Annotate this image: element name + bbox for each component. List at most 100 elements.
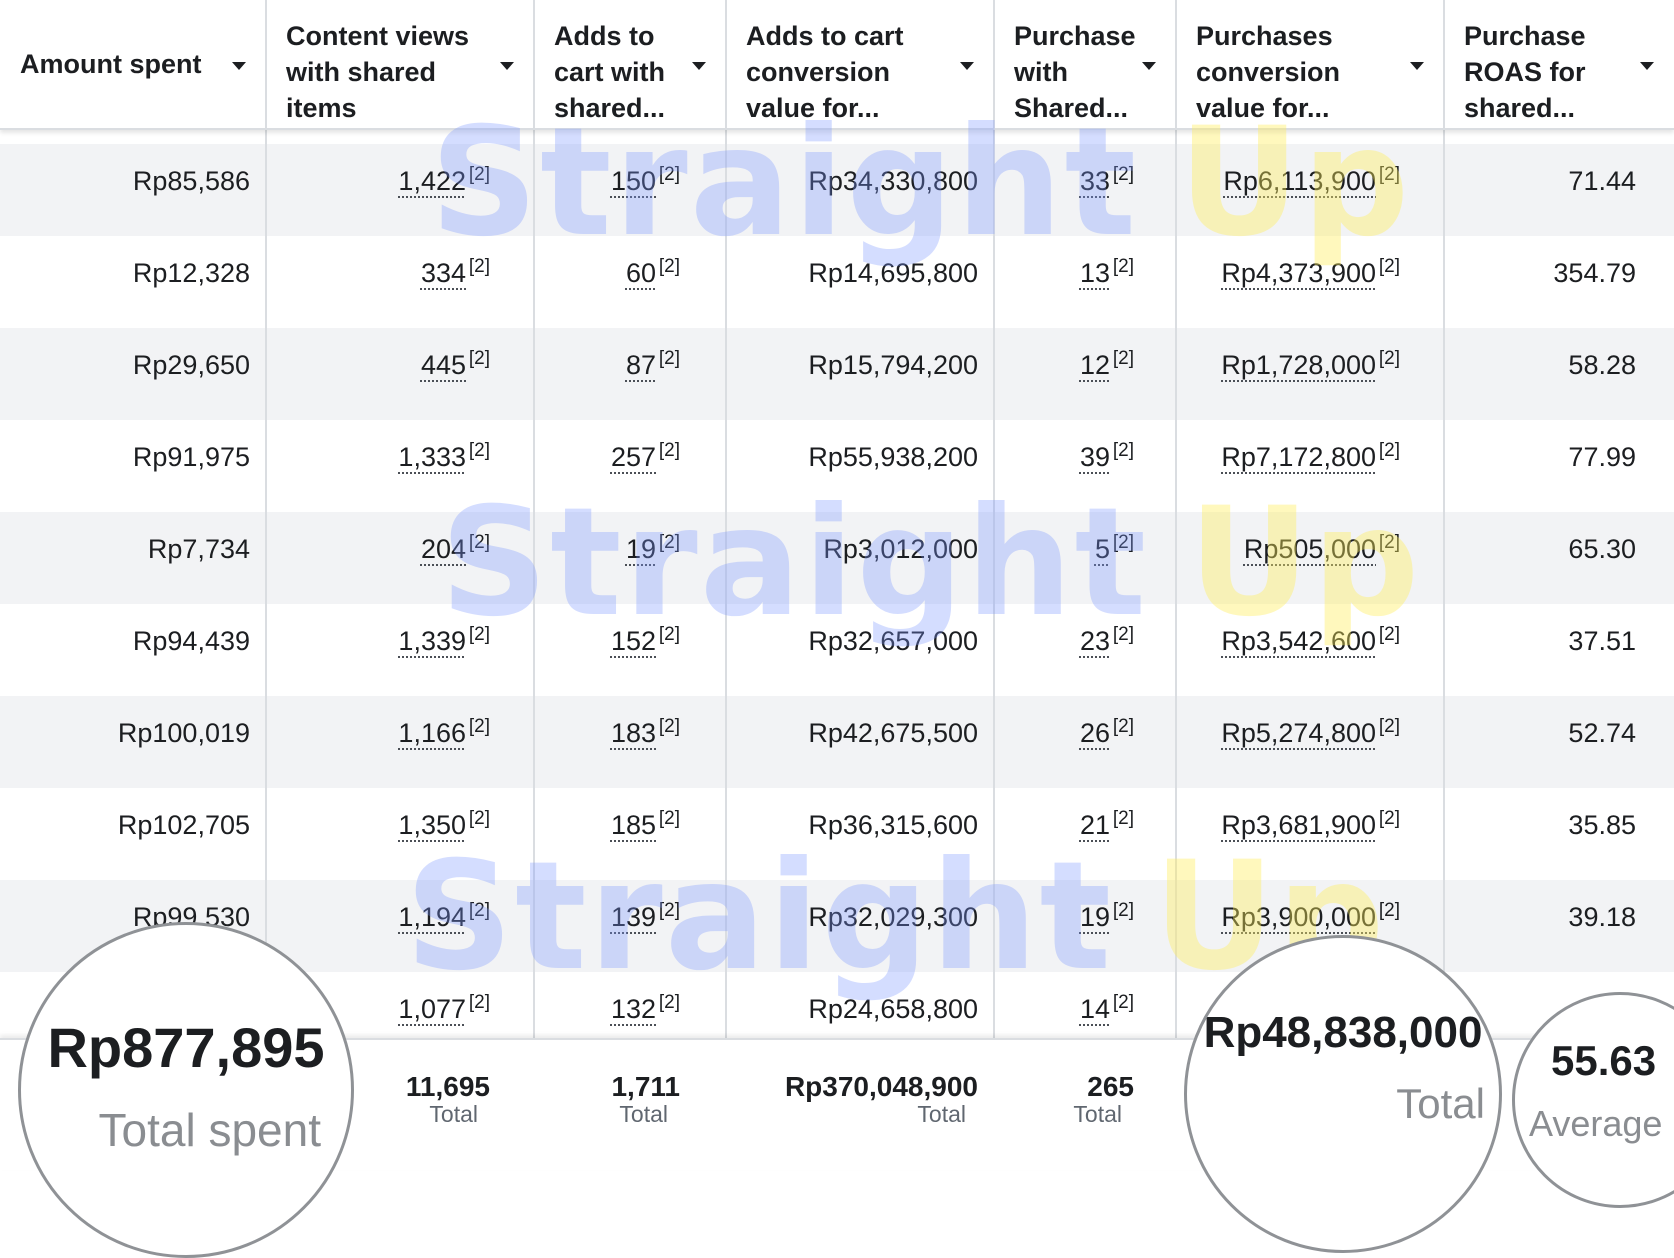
cell-views[interactable]: 1,350 — [398, 810, 466, 840]
header-divider — [725, 0, 727, 128]
cell-purch[interactable]: 39 — [1079, 442, 1110, 472]
cell-adds[interactable]: 150 — [610, 166, 656, 196]
sort-caret-icon[interactable] — [500, 62, 514, 70]
cell-views[interactable]: 204 — [420, 534, 466, 564]
cell-addsval: Rp32,029,300 — [808, 902, 978, 932]
cell-purch[interactable]: 5 — [1094, 534, 1110, 564]
sort-caret-icon[interactable] — [1640, 62, 1654, 70]
cell-purch[interactable]: 13 — [1079, 258, 1110, 288]
cell-roas: 71.44 — [1568, 166, 1636, 196]
footnote-marker: [2] — [1378, 716, 1400, 737]
cell-adds[interactable]: 87 — [625, 350, 656, 380]
table-row: Rp100,019 1,166 [2] 183 [2] Rp42,675,500 26 [2]… — [0, 696, 1674, 788]
cell-roas: 354.79 — [1553, 258, 1636, 288]
sort-caret-icon[interactable] — [232, 62, 246, 70]
table-row: Rp99,530 1,194 [2] 139 [2] Rp32,029,300 19 [2] R… — [0, 880, 1674, 972]
cell-purchval[interactable]: Rp6,113,900 — [1223, 166, 1376, 196]
column-divider — [1175, 0, 1177, 1168]
table-row: 1,077 [2] 132 [2] Rp24,658,800 14 [2] — [0, 972, 1674, 1064]
table-row: Rp7,734 204 [2] 19 [2] Rp3,012,000 5 [2] Rp505,0… — [0, 512, 1674, 604]
table-header: Amount spent Content views with shared it… — [0, 0, 1674, 130]
column-header-addsval[interactable]: Adds to cart conversion value for... — [726, 0, 994, 128]
roas-average-value: 55.63 — [1551, 1037, 1657, 1084]
cell-purchval[interactable]: Rp5,274,800 — [1221, 718, 1376, 748]
footnote-marker: [2] — [1112, 808, 1134, 829]
column-header-views[interactable]: Content views with shared items — [266, 0, 534, 128]
sort-caret-icon[interactable] — [1410, 62, 1424, 70]
footnote-marker: [2] — [1112, 900, 1134, 921]
cell-adds[interactable]: 19 — [625, 534, 656, 564]
cell-purchval[interactable]: Rp1,728,000 — [1221, 350, 1376, 380]
cell-addsval: Rp55,938,200 — [808, 442, 978, 472]
header-divider — [533, 0, 535, 128]
footnote-marker: [2] — [1112, 532, 1134, 553]
table-row: Rp94,439 1,339 [2] 152 [2] Rp32,657,000 23 [2] R… — [0, 604, 1674, 696]
cell-amount: Rp91,975 — [132, 442, 250, 472]
sort-caret-icon[interactable] — [692, 62, 706, 70]
cell-adds[interactable]: 183 — [610, 718, 656, 748]
cell-addsval: Rp3,012,000 — [823, 534, 978, 564]
footnote-marker: [2] — [1378, 532, 1400, 553]
sort-caret-icon[interactable] — [960, 62, 974, 70]
footnote-marker: [2] — [658, 440, 680, 461]
cell-purch[interactable]: 23 — [1079, 626, 1110, 656]
footer-total-addsval: Rp370,048,900 — [784, 1071, 978, 1102]
column-header-adds[interactable]: Adds to cart with shared... — [534, 0, 726, 128]
cell-views[interactable]: 1,166 — [398, 718, 466, 748]
table-row: Rp91,975 1,333 [2] 257 [2] Rp55,938,200 39 [2] R… — [0, 420, 1674, 512]
footer-total-label: Total — [429, 1101, 478, 1127]
cell-addsval: Rp15,794,200 — [808, 350, 978, 380]
cell-purchval[interactable]: Rp3,681,900 — [1221, 810, 1376, 840]
column-header-amount[interactable]: Amount spent — [0, 0, 266, 128]
cell-views[interactable]: 1,194 — [398, 902, 466, 932]
cell-purch[interactable]: 21 — [1079, 810, 1110, 840]
cell-roas: 39.18 — [1568, 902, 1636, 932]
footnote-marker: [2] — [468, 716, 490, 737]
total-spent-callout: Rp877,895 Total spent — [18, 922, 354, 1258]
header-divider — [993, 0, 995, 128]
header-divider — [1443, 0, 1445, 128]
column-header-roas[interactable]: Purchase ROAS for shared... — [1444, 0, 1674, 128]
column-header-purchval[interactable]: Purchases conversion value for... — [1176, 0, 1444, 128]
footer-total-adds: 1,711 — [611, 1071, 680, 1102]
cell-purchval[interactable]: Rp7,172,800 — [1221, 442, 1376, 472]
cell-adds[interactable]: 152 — [610, 626, 656, 656]
cell-views[interactable]: 1,422 — [398, 166, 466, 196]
cell-purchval[interactable]: Rp3,542,600 — [1221, 626, 1376, 656]
sort-caret-icon[interactable] — [1142, 62, 1156, 70]
footer-total-label: Total — [917, 1101, 966, 1127]
cell-views[interactable]: 334 — [420, 258, 466, 288]
cell-adds[interactable]: 185 — [610, 810, 656, 840]
footnote-marker: [2] — [1112, 624, 1134, 645]
footnote-marker: [2] — [658, 716, 680, 737]
cell-purch[interactable]: 12 — [1079, 350, 1110, 380]
footnote-marker: [2] — [468, 256, 490, 277]
footnote-marker: [2] — [1378, 348, 1400, 369]
footnote-marker: [2] — [1112, 440, 1134, 461]
cell-roas: 58.28 — [1568, 350, 1636, 380]
cell-adds[interactable]: 132 — [610, 994, 656, 1024]
cell-views[interactable]: 1,333 — [398, 442, 466, 472]
cell-views[interactable]: 1,077 — [398, 994, 466, 1024]
cell-purchval[interactable]: Rp3,900,000 — [1221, 902, 1376, 932]
cell-purchval[interactable]: Rp505,000 — [1243, 534, 1376, 564]
cell-views[interactable]: 1,339 — [398, 626, 466, 656]
cell-adds[interactable]: 139 — [610, 902, 656, 932]
table-row: Rp29,650 445 [2] 87 [2] Rp15,794,200 12 [2] Rp1,… — [0, 328, 1674, 420]
header-divider — [1175, 0, 1177, 128]
cell-purch[interactable]: 33 — [1079, 166, 1110, 196]
footer-total-label: Total — [1073, 1101, 1122, 1127]
cell-views[interactable]: 445 — [420, 350, 466, 380]
cell-purch[interactable]: 14 — [1079, 994, 1110, 1024]
cell-adds[interactable]: 60 — [625, 258, 656, 288]
purchases-value-total: Rp48,838,000 — [1203, 1008, 1483, 1057]
cell-purch[interactable]: 26 — [1079, 718, 1110, 748]
cell-addsval: Rp32,657,000 — [808, 626, 978, 656]
footnote-marker: [2] — [1112, 256, 1134, 277]
cell-purchval[interactable]: Rp4,373,900 — [1221, 258, 1376, 288]
column-header-purch[interactable]: Purchase with Shared... — [994, 0, 1176, 128]
cell-adds[interactable]: 257 — [610, 442, 656, 472]
cell-amount: Rp102,705 — [117, 810, 250, 840]
cell-roas: 35.85 — [1568, 810, 1636, 840]
cell-purch[interactable]: 19 — [1079, 902, 1110, 932]
